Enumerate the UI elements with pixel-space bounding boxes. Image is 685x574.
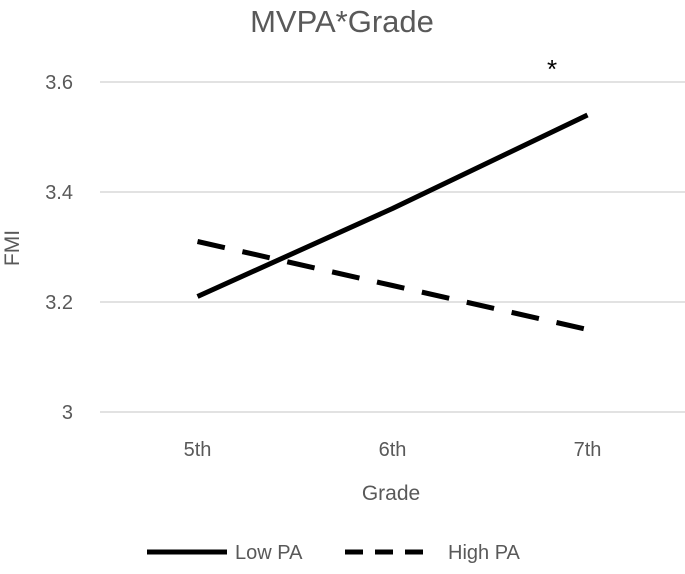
- chart-title: MVPA*Grade: [250, 4, 434, 39]
- y-tick-label: 3.2: [45, 292, 73, 314]
- y-tick-label: 3.4: [45, 182, 73, 204]
- x-tick-label: 7th: [574, 439, 602, 461]
- x-tick-label: 6th: [379, 439, 407, 461]
- x-axis-label: Grade: [362, 482, 420, 505]
- y-tick-label: 3.6: [45, 72, 73, 94]
- y-axis-label: FMI: [1, 230, 24, 266]
- gridlines: [100, 82, 685, 412]
- series-line-low-pa: [198, 115, 588, 297]
- significance-annotation: *: [547, 54, 557, 84]
- x-tick-label: 5th: [184, 439, 212, 461]
- legend-label-low-pa: Low PA: [235, 542, 303, 564]
- x-axis-ticks: 5th 6th 7th: [184, 439, 602, 461]
- series-lines: [197, 115, 587, 330]
- y-axis-ticks: 3 3.2 3.4 3.6: [45, 72, 73, 424]
- legend-label-high-pa: High PA: [448, 542, 521, 564]
- legend: Low PA High PA: [147, 542, 521, 564]
- y-tick-label: 3: [62, 402, 73, 424]
